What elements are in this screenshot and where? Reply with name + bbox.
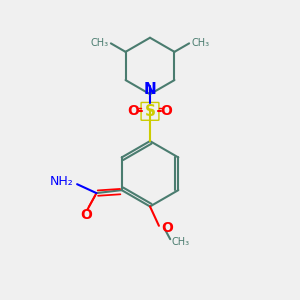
Text: N: N bbox=[144, 82, 156, 98]
Text: O: O bbox=[128, 104, 140, 118]
Text: S: S bbox=[145, 104, 155, 119]
Text: O: O bbox=[80, 208, 92, 222]
Text: O: O bbox=[161, 221, 173, 235]
Text: CH₃: CH₃ bbox=[191, 38, 210, 48]
Text: CH₃: CH₃ bbox=[90, 38, 109, 48]
Text: NH₂: NH₂ bbox=[50, 175, 74, 188]
Text: O: O bbox=[160, 104, 172, 118]
Text: CH₃: CH₃ bbox=[172, 237, 190, 247]
FancyBboxPatch shape bbox=[141, 102, 159, 120]
